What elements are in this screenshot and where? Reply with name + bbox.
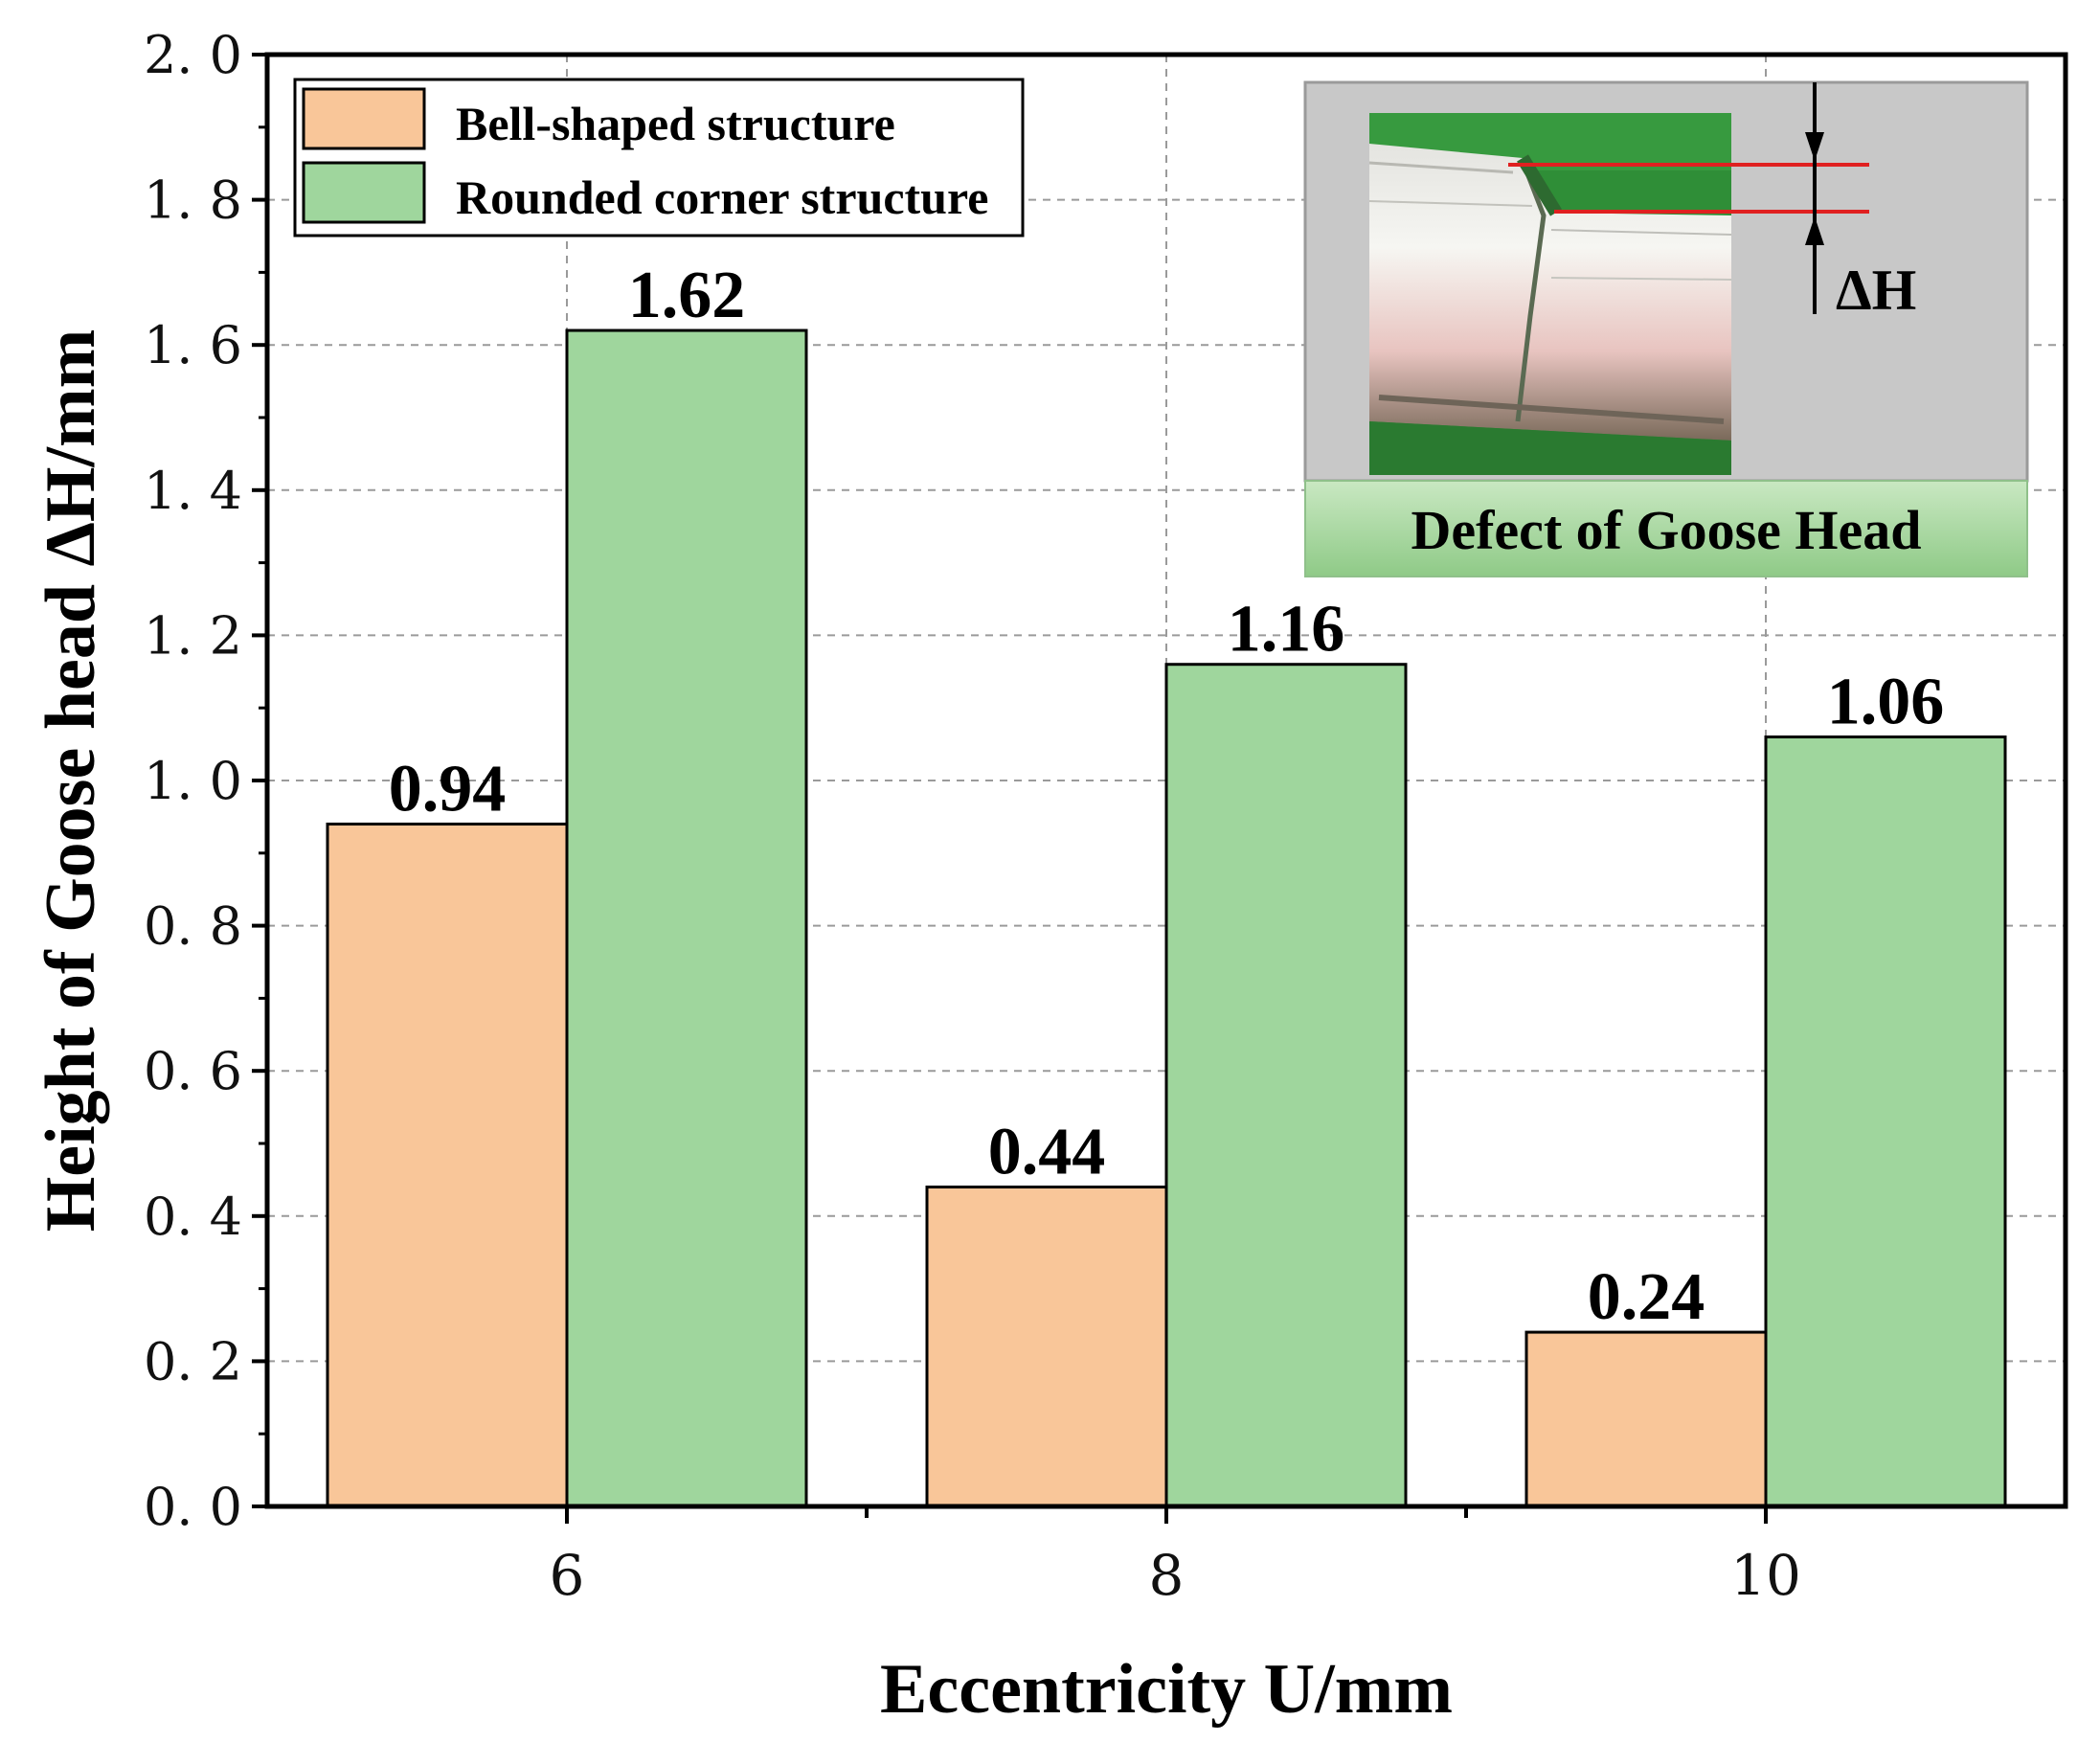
bar-rounded-10 [1764,735,2007,1508]
bars [326,328,2007,1508]
legend: Bell-shaped structure Rounded corner str… [293,78,1025,238]
defect-photo [1368,113,1732,475]
data-label: 0.94 [389,752,507,826]
bar-bell-10 [1524,1330,1768,1508]
y-tick-label: 0. 4 [144,1187,242,1247]
arrow-up-icon [1805,216,1824,245]
data-label: 1.62 [628,259,746,332]
y-tick-label: 0. 8 [144,896,242,957]
y-tick-label: 1. 6 [144,315,242,375]
y-tick-label: 0. 6 [144,1041,242,1101]
inset-figure: ΔH Defect of Goose Head [1303,80,2029,577]
data-label: 0.24 [1588,1260,1705,1334]
y-tick-label: 1. 2 [144,605,242,666]
legend-swatch-bell [302,87,426,150]
x-tick-label: 6 [550,1543,585,1608]
bar-rounded-8 [1164,663,1408,1508]
x-tick-label: 10 [1730,1543,1801,1608]
x-axis-title: Eccentricity U/mm [880,1650,1453,1729]
legend-label-rounded: Rounded corner structure [456,170,988,224]
legend-label-bell: Bell-shaped structure [456,97,895,150]
data-label: 1.06 [1827,666,1945,739]
bar-bell-6 [326,822,569,1508]
data-labels: 0.94 1.62 0.44 1.16 0.24 1.06 [389,259,1945,1334]
x-axis-ticks: 6 8 10 [550,1506,1801,1608]
arrow-down-icon [1805,132,1824,161]
y-tick-label: 2. 0 [144,25,242,85]
y-axis-title: Height of Goose head ΔH/mm [32,329,110,1233]
x-tick-label: 8 [1149,1543,1185,1608]
data-label: 1.16 [1228,593,1345,667]
inset-caption-bar [1304,480,2028,577]
y-axis-ticks: 0. 0 0. 2 0. 4 0. 6 0. 8 1. 0 1. 2 1. 4 1. 6 1. 8… [144,25,267,1537]
y-tick-label: 0. 0 [144,1477,242,1537]
y-tick-label: 1. 4 [144,461,242,521]
inset-title: Defect of Goose Head [1411,499,1921,561]
y-tick-label: 1. 8 [144,170,242,231]
y-tick-label: 0. 2 [144,1331,242,1391]
bar-bell-8 [925,1185,1168,1508]
legend-swatch-rounded [302,161,426,224]
bar-rounded-6 [565,328,808,1508]
y-tick-label: 1. 0 [144,751,242,811]
data-label: 0.44 [988,1115,1106,1188]
delta-h-label: ΔH [1836,259,1916,322]
